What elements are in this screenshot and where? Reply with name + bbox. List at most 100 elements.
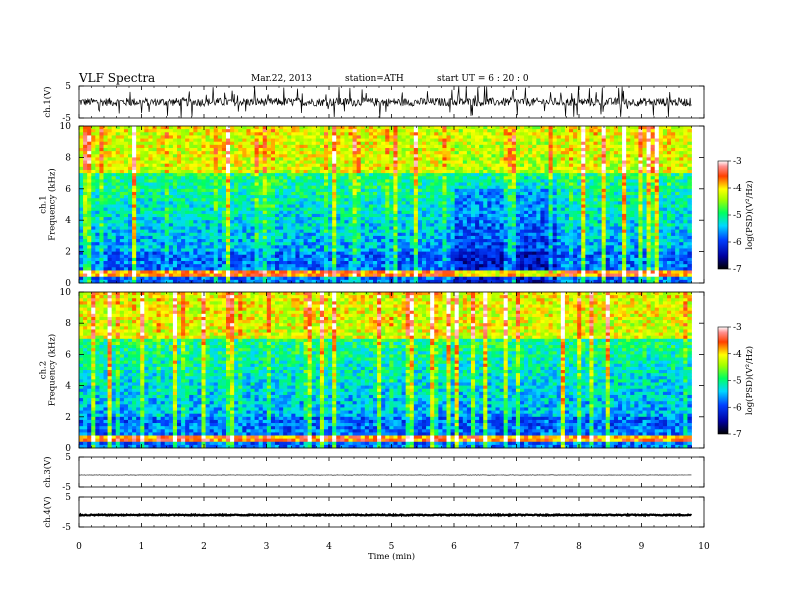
spectrogram-cell	[303, 204, 309, 209]
spectrogram-cell	[458, 135, 464, 139]
spectrogram-cell	[234, 270, 239, 274]
spectrogram-cell	[381, 261, 386, 265]
spectrogram-cell	[270, 220, 276, 224]
spectrogram-cell	[319, 169, 325, 174]
spectrogram-cell	[413, 166, 419, 171]
spectrogram-cell	[393, 245, 398, 249]
spectrogram-cell	[311, 220, 317, 224]
spectrogram-cell	[275, 163, 280, 168]
spectrogram-cell	[185, 261, 190, 265]
spectrogram-cell	[401, 220, 407, 224]
spectrogram-cell	[287, 217, 292, 221]
spectrogram-cell	[221, 129, 227, 133]
spectrogram-cell	[181, 235, 186, 240]
spectrogram-cell	[475, 198, 480, 202]
spectrogram-cell	[172, 201, 178, 205]
spectrogram-cell	[442, 229, 447, 234]
spectrogram-cell	[168, 147, 174, 152]
spectrogram-cell	[466, 251, 472, 256]
spectrogram-cell	[413, 195, 419, 199]
spectrogram-cell	[266, 235, 272, 240]
spectrogram-cell	[315, 144, 321, 149]
spectrogram-cell	[193, 147, 198, 152]
spectrogram-cell	[466, 270, 472, 274]
spectrogram-cell	[336, 138, 341, 143]
spectrogram-cell	[315, 138, 321, 143]
spectrogram-cell	[148, 210, 153, 215]
spectrogram-cell	[238, 126, 243, 130]
spectrogram-cell	[462, 176, 468, 180]
spectrogram-cell	[454, 195, 460, 199]
spectrogram-cell	[242, 154, 247, 158]
spectrogram-cell	[254, 173, 260, 177]
spectrogram-cell	[356, 251, 362, 256]
spectrogram-cell	[201, 217, 206, 221]
spectrogram-cell	[307, 210, 313, 215]
spectrogram-cell	[319, 188, 325, 193]
spectrogram-cell	[128, 223, 133, 227]
spectrogram-cell	[409, 226, 415, 231]
spectrogram-cell	[226, 147, 231, 152]
spectrogram-cell	[360, 135, 366, 139]
spectrogram-cell	[389, 169, 394, 174]
spectrogram-cell	[189, 223, 194, 227]
spectrogram-cell	[213, 144, 219, 149]
spectrogram-cell	[360, 257, 366, 262]
spectrogram-cell	[344, 160, 349, 165]
spectrogram-cell	[450, 126, 456, 130]
spectrogram-cell	[164, 257, 170, 262]
spectrogram-cell	[140, 141, 145, 146]
spectrogram-cell	[168, 276, 174, 281]
spectrogram-cell	[189, 232, 194, 237]
spectrogram-cell	[287, 198, 292, 202]
spectrogram-cell	[226, 179, 231, 183]
spectrogram-cell	[99, 217, 104, 221]
spectrogram-cell	[373, 242, 378, 246]
spectrogram-cell	[332, 248, 337, 252]
spectrogram-cell	[401, 188, 407, 193]
spectrogram-cell	[201, 213, 206, 218]
spectrogram-cell	[87, 182, 92, 187]
spectrogram-cell	[177, 166, 182, 171]
spectrogram-cell	[87, 210, 92, 215]
spectrogram-cell	[181, 264, 186, 268]
spectrogram-cell	[438, 135, 443, 139]
spectrogram-cell	[303, 132, 309, 136]
spectrogram-cell	[381, 220, 386, 224]
spectrogram-cell	[132, 242, 137, 246]
spectrogram-cell	[144, 207, 149, 212]
spectrogram-cell	[197, 223, 202, 227]
spectrogram-cell	[332, 182, 337, 187]
spectrogram-cell	[397, 185, 402, 190]
spectrogram-cell	[197, 188, 202, 193]
spectrogram-cell	[364, 138, 370, 143]
spectrogram-cell	[197, 232, 202, 237]
spectrogram-cell	[303, 217, 309, 221]
spectrogram-cell	[385, 235, 390, 240]
spectrogram-cell	[454, 198, 460, 202]
spectrogram-cell	[462, 154, 468, 158]
spectrogram-cell	[209, 235, 215, 240]
spectrogram-cell	[246, 264, 251, 268]
spectrogram-cell	[360, 220, 366, 224]
spectrogram-cell	[458, 198, 464, 202]
spectrogram-cell	[373, 126, 378, 130]
spectrogram-cell	[91, 151, 96, 155]
spectrogram-cell	[238, 232, 243, 237]
spectrogram-cell	[393, 229, 398, 234]
spectrogram-cell	[144, 147, 149, 152]
spectrogram-cell	[234, 245, 239, 249]
spectrogram-cell	[393, 169, 398, 174]
spectrogram-cell	[254, 182, 260, 187]
spectrogram-cell	[132, 251, 137, 256]
spectrogram-cell	[385, 126, 390, 130]
spectrogram-cell	[217, 261, 223, 265]
spectrogram-cell	[185, 239, 190, 243]
spectrogram-cell	[242, 135, 247, 139]
spectrogram-cell	[181, 245, 186, 249]
spectrogram-cell	[83, 251, 88, 256]
spectrogram-cell	[466, 245, 472, 249]
spectrogram-cell	[328, 245, 333, 249]
spectrogram-cell	[99, 276, 104, 281]
spectrogram-cell	[79, 273, 84, 278]
